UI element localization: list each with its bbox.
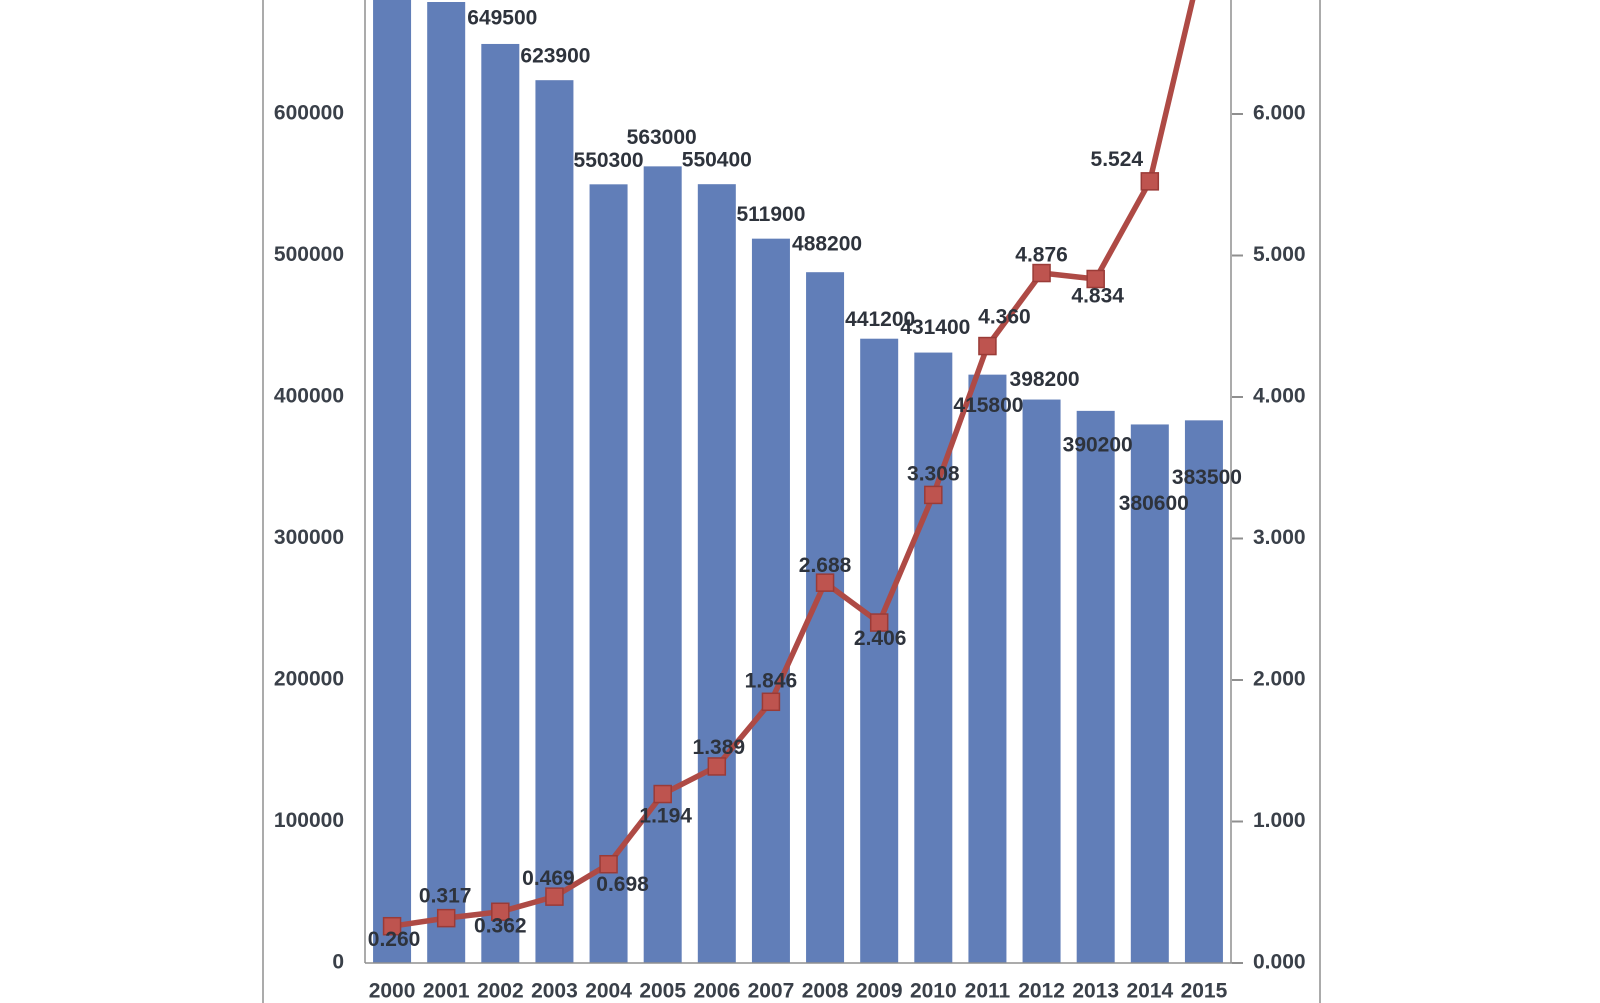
y-axis-left-tick-label: 200000 (274, 668, 344, 691)
bar-data-label-2011: 415800 (953, 394, 1023, 417)
line-data-label-2010: 3.308 (907, 462, 960, 485)
bar-data-label-2012: 398200 (1010, 368, 1080, 391)
bar-2002 (481, 43, 520, 963)
y-axis-right-tick-label: 1.000 (1253, 809, 1306, 832)
y-axis-right-tick-label: 0.000 (1253, 951, 1306, 974)
line-marker-2007 (761, 692, 781, 712)
line-data-label-2009: 2.406 (854, 627, 907, 650)
bar-2013 (1076, 410, 1115, 963)
bar-data-label-2014: 380600 (1119, 492, 1189, 515)
bar-data-label-2013: 390200 (1063, 433, 1133, 456)
bar-2008 (806, 272, 845, 963)
line-data-label-2000: 0.260 (368, 928, 421, 951)
bar-data-label-2008: 488200 (792, 233, 862, 256)
bar-data-label-2007: 511900 (736, 203, 805, 226)
bar-2011 (968, 374, 1007, 963)
x-axis-tick-label: 2015 (1181, 980, 1228, 1003)
y-axis-right-tick-label: 6.000 (1253, 102, 1306, 125)
y-axis-right-tick-label: 4.000 (1253, 385, 1306, 408)
bar-2010 (914, 352, 953, 964)
line-data-label-2006: 1.389 (693, 736, 746, 759)
bar-2007 (751, 238, 790, 963)
bar-2000 (373, 0, 412, 963)
line-marker-2001 (436, 908, 456, 928)
line-data-label-2011: 4.360 (978, 306, 1031, 329)
x-axis-tick-label: 2013 (1072, 980, 1119, 1003)
y-axis-right-tick-label: 2.000 (1253, 668, 1306, 691)
bar-data-label-2006: 550400 (682, 149, 752, 172)
line-marker-2004 (599, 854, 618, 874)
bar-2006 (697, 184, 736, 963)
x-axis-tick-label: 2006 (693, 980, 740, 1003)
bar-data-label-2009: 441200 (845, 308, 915, 331)
bar-data-label-2005: 563000 (627, 126, 697, 149)
bar-2009 (860, 338, 899, 963)
bar-2003 (535, 80, 574, 963)
x-axis-tick-label: 2003 (531, 980, 578, 1003)
bar-2004 (589, 184, 628, 963)
y-axis-left-tick-label: 300000 (274, 526, 344, 549)
x-axis-tick-label: 2014 (1126, 980, 1173, 1003)
y-axis-left-tick-label: 100000 (274, 809, 344, 832)
bar-2005 (643, 166, 682, 964)
bar-2012 (1022, 399, 1061, 963)
line-data-label-2003: 0.469 (522, 867, 575, 890)
line-marker-2011 (978, 336, 997, 356)
y-axis-left-tick-label: 500000 (274, 243, 344, 266)
x-axis-tick-label: 2002 (477, 980, 524, 1003)
x-axis-tick-label: 2009 (856, 980, 903, 1003)
x-axis-tick-label: 2010 (910, 980, 957, 1003)
line-data-label-2002: 0.362 (474, 914, 527, 937)
line-marker-2006 (707, 757, 727, 776)
x-axis-tick-label: 2000 (369, 980, 416, 1003)
y-axis-right-tick-label: 3.000 (1253, 526, 1306, 549)
bar-data-label-2004: 550300 (574, 149, 644, 172)
x-axis-tick-label: 2004 (585, 980, 632, 1003)
line-data-label-2007: 1.846 (745, 669, 798, 692)
line-data-label-2013: 4.834 (1071, 285, 1124, 308)
line-data-label-2008: 2.688 (799, 554, 852, 577)
bar-data-label-2010: 431400 (900, 316, 970, 339)
y-axis-right-tick-label: 5.000 (1253, 243, 1306, 266)
line-marker-2008 (815, 573, 835, 592)
y-axis-left-tick-label: 0 (332, 951, 344, 974)
line-marker-2002 (491, 902, 510, 922)
line-series (391, 0, 1196, 929)
x-axis-tick-label: 2012 (1018, 980, 1065, 1003)
line-marker-2013 (1086, 269, 1105, 289)
line-marker-2003 (545, 887, 564, 906)
x-axis-tick-label: 2011 (965, 980, 1011, 1003)
x-axis-tick-label: 2008 (802, 980, 849, 1003)
x-axis-tick-label: 2001 (423, 980, 470, 1003)
line-marker-2014 (1140, 172, 1160, 191)
line-data-label-2001: 0.317 (419, 885, 472, 908)
bar-2014 (1130, 424, 1169, 963)
y-axis-left-tick-label: 400000 (274, 385, 344, 408)
x-axis-tick-label: 2005 (639, 980, 686, 1003)
bar-2015 (1184, 420, 1223, 963)
line-data-label-2012: 4.876 (1015, 244, 1068, 267)
bar-data-label-2002: 649500 (467, 7, 537, 30)
line-marker-2010 (924, 485, 943, 505)
x-axis-tick-label: 2007 (748, 980, 795, 1003)
line-marker-2009 (869, 613, 889, 632)
bar-data-label-2003: 623900 (520, 45, 590, 68)
line-data-label-2004: 0.698 (596, 873, 649, 896)
line-marker-2005 (653, 784, 672, 804)
bar-2001 (427, 2, 466, 963)
bar-data-label-2015: 383500 (1172, 466, 1242, 489)
line-data-label-2014: 5.524 (1091, 148, 1144, 171)
line-data-label-2005: 1.194 (639, 805, 692, 828)
line-marker-2012 (1032, 263, 1051, 283)
y-axis-left-tick-label: 600000 (274, 102, 344, 125)
line-marker-2000 (382, 916, 402, 936)
